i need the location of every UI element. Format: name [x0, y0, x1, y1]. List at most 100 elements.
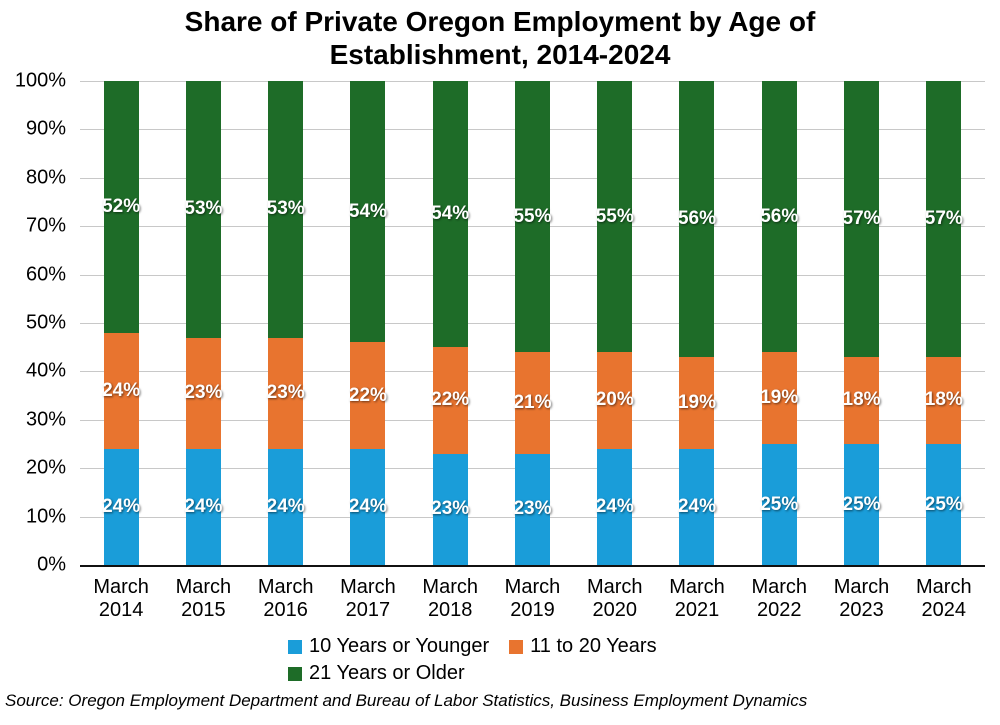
- bar-segment: 24%: [184, 448, 223, 565]
- bar-segment-label: 24%: [102, 495, 141, 517]
- x-axis-category-label-line: 2018: [427, 599, 473, 621]
- x-axis-category-label-line: 2021: [674, 599, 720, 621]
- x-axis-category-label-line: 2019: [510, 599, 555, 621]
- bar-segment-label: 24%: [184, 495, 223, 517]
- bar-slot: 23% 22% 54%: [409, 81, 491, 565]
- bar-segment: 23%: [184, 337, 222, 449]
- bar-segment: 57%: [843, 81, 881, 357]
- x-axis-labels: March 2014 March 2015 March 2016 March 2017 Marc…: [80, 576, 985, 622]
- y-axis-tick-label: 0%: [37, 553, 66, 576]
- stacked-bar: 24% 22% 54%: [348, 81, 387, 565]
- bar-segment-label: 25%: [924, 493, 963, 515]
- bar-segment-label: 19%: [760, 387, 799, 409]
- bar-segment: 55%: [513, 81, 552, 353]
- y-axis-tick-label: 10%: [25, 505, 66, 528]
- x-axis-category-label-line: 2022: [757, 599, 802, 621]
- chart-title: Share of Private Oregon Employment by Ag…: [0, 5, 1000, 71]
- stacked-bar: 25% 18% 57%: [924, 81, 963, 565]
- y-axis-tick-label: 60%: [25, 263, 66, 286]
- legend-label: 11 to 20 Years: [530, 635, 657, 657]
- bar-segment-label: 25%: [842, 493, 881, 515]
- bar-segment-label: 55%: [595, 205, 634, 227]
- bar-segment-label: 55%: [513, 205, 552, 227]
- x-axis-category-label-line: March: [340, 576, 396, 598]
- bar-segment-label: 54%: [431, 203, 470, 225]
- bar-segment: 24%: [102, 448, 141, 565]
- y-axis-tick-label: 30%: [25, 408, 66, 431]
- bar-slot: 23% 21% 55%: [491, 81, 573, 565]
- bar-segment: 53%: [266, 81, 305, 338]
- bar-segment-label: 53%: [266, 198, 305, 220]
- bar-segment: 23%: [267, 337, 305, 449]
- bar-segment: 18%: [925, 356, 963, 444]
- bar-slot: 24% 24% 52%: [80, 81, 162, 565]
- bar-segment-label: 24%: [266, 495, 305, 517]
- legend-label: 21 Years or Older: [309, 662, 465, 684]
- bar-segment-label: 20%: [595, 389, 634, 411]
- x-axis-category-label: March 2020: [574, 576, 656, 622]
- bar-segment: 56%: [760, 81, 799, 353]
- x-axis-category-label: March 2019: [491, 576, 573, 622]
- y-axis-tick-label: 40%: [25, 359, 66, 382]
- bar-segment-label: 52%: [102, 195, 141, 217]
- bar-segment-label: 53%: [184, 198, 223, 220]
- bar-slot: 24% 20% 55%: [574, 81, 656, 565]
- x-axis-category-label-line: March: [93, 576, 149, 598]
- bar-segment-label: 24%: [102, 379, 141, 401]
- legend-item: 10 Years or Younger: [288, 635, 489, 658]
- bar-slot: 25% 18% 57%: [820, 81, 902, 565]
- y-axis-tick-label: 90%: [25, 117, 66, 140]
- x-axis-category-label-line: March: [669, 576, 725, 598]
- bars-container: 24% 24% 52% 24% 23% 53% 24% 23% 53% 24% 22% 54% 23% 2…: [80, 81, 985, 565]
- x-axis-category-label-line: March: [586, 576, 643, 598]
- x-axis-category-label: March 2015: [162, 576, 244, 622]
- x-axis-category-label-line: March: [751, 576, 808, 598]
- x-axis-category-label: March 2014: [80, 576, 162, 622]
- y-axis-tick-label: 80%: [25, 166, 66, 189]
- bar-segment: 23%: [513, 453, 551, 565]
- y-axis-tick-label: 70%: [25, 214, 66, 237]
- stacked-bar: 25% 18% 57%: [842, 81, 881, 565]
- bar-segment: 55%: [595, 81, 634, 353]
- x-axis-category-label-line: March: [422, 576, 478, 598]
- bar-slot: 25% 19% 56%: [738, 81, 820, 565]
- x-axis-category-label: March 2024: [903, 576, 985, 622]
- x-axis-category-label-line: March: [833, 576, 890, 598]
- x-axis-category-label: March 2017: [327, 576, 409, 622]
- bar-segment: 18%: [842, 356, 881, 444]
- stacked-bar: 24% 20% 55%: [595, 81, 634, 565]
- bar-segment: 54%: [348, 81, 387, 343]
- bar-slot: 24% 19% 56%: [656, 81, 738, 565]
- y-axis-tick-label: 50%: [25, 311, 66, 334]
- stacked-bar: 23% 22% 54%: [431, 81, 470, 565]
- bar-segment: 24%: [678, 448, 716, 565]
- y-axis-tick-label: 20%: [25, 456, 66, 479]
- x-axis-category-label-line: 2016: [263, 599, 308, 621]
- x-axis-category-label-line: 2023: [839, 599, 884, 621]
- bar-slot: 25% 18% 57%: [903, 81, 985, 565]
- bar-segment: 19%: [678, 356, 716, 449]
- x-axis-category-label-line: March: [257, 576, 314, 598]
- legend-item: 11 to 20 Years: [509, 635, 657, 658]
- bar-segment: 53%: [184, 81, 223, 338]
- x-axis-category-label-line: 2024: [921, 599, 967, 621]
- legend-swatch-icon: [509, 639, 524, 654]
- bar-segment-label: 22%: [431, 389, 470, 411]
- bar-segment: 23%: [431, 453, 469, 565]
- bar-segment: 22%: [431, 347, 470, 454]
- x-axis-category-label: March 2016: [245, 576, 327, 622]
- bar-segment-label: 24%: [348, 495, 387, 517]
- x-axis-category-label-line: March: [916, 576, 972, 598]
- legend-row: 10 Years or Younger 11 to 20 Years: [288, 633, 657, 660]
- bar-segment-label: 54%: [348, 200, 387, 222]
- legend-item: 21 Years or Older: [288, 662, 465, 685]
- bar-segment: 52%: [102, 81, 141, 333]
- bar-segment-label: 22%: [348, 384, 387, 406]
- bar-segment: 25%: [760, 444, 798, 565]
- bar-segment-label: 24%: [595, 495, 634, 517]
- bar-segment-label: 56%: [760, 205, 799, 227]
- bar-segment: 22%: [348, 342, 387, 449]
- bar-segment: 24%: [266, 448, 305, 565]
- bar-segment-label: 18%: [842, 389, 881, 411]
